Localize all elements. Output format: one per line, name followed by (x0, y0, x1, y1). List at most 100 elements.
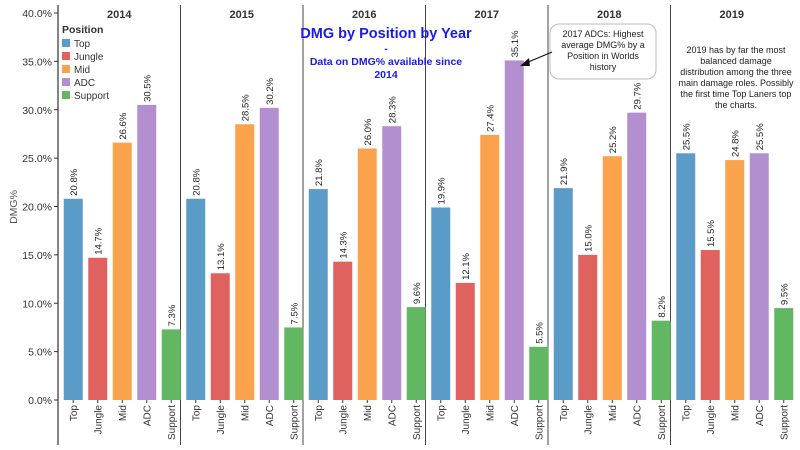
annotation-2017-line-1: 2017 ADCs: Highest (562, 29, 644, 39)
legend-label-jungle: Jungle (74, 52, 104, 63)
annotation-2017-line-4: history (590, 62, 617, 72)
x-category-label: Jungle (338, 405, 349, 435)
x-category-label: Top (191, 405, 202, 422)
x-category-label: Mid (485, 405, 496, 421)
bar-2016-support (406, 307, 426, 400)
y-tick-label: 20.0% (22, 202, 52, 214)
bar-2014-top (63, 198, 83, 400)
bar-2017-support (529, 346, 549, 400)
y-axis-label: DMG% (8, 190, 20, 224)
value-label: 26.6% (118, 112, 129, 139)
bar-2014-support (161, 329, 181, 400)
annotation-2019-line-6: the charts. (715, 100, 757, 110)
annotation-2019-line-2: balanced damage (700, 56, 772, 66)
bar-2016-adc (382, 126, 402, 400)
year-header-2014: 2014 (107, 9, 132, 21)
bar-2019-adc (749, 153, 769, 400)
x-category-label: Top (559, 405, 570, 422)
annotation-2017-line-3: Position in Worlds (567, 51, 639, 61)
legend-label-support: Support (74, 91, 109, 102)
chart-subtitle-line-1: Data on DMG% available since (310, 56, 462, 68)
bar-2017-mid (480, 134, 500, 400)
bar-2017-top (431, 207, 451, 400)
x-category-label: Jungle (583, 405, 594, 435)
bar-2015-jungle (210, 273, 230, 400)
y-tick-label: 35.0% (22, 56, 52, 68)
legend-label-mid: Mid (74, 65, 90, 76)
value-label: 9.6% (412, 282, 423, 304)
value-label: 27.4% (485, 104, 496, 131)
year-header-2018: 2018 (597, 9, 621, 21)
value-label: 28.3% (387, 96, 398, 123)
annotation-2019-line-5: the first time Top Laners top (681, 89, 792, 99)
x-category-label: Top (69, 405, 80, 422)
bar-2015-top (186, 198, 206, 400)
bars-layer (63, 60, 794, 400)
bar-2015-adc (259, 107, 279, 400)
bar-2015-mid (235, 124, 255, 400)
y-tick-label: 25.0% (22, 153, 52, 165)
bar-2016-top (308, 189, 328, 400)
x-category-label: Jungle (93, 405, 104, 435)
chart-subtitle-line-2: 2014 (374, 69, 398, 81)
bar-2017-adc (504, 60, 524, 400)
annotation-2019-line-3: distribution among the three (680, 67, 792, 77)
legend-swatch-jungle (62, 52, 70, 60)
x-category-label: Mid (363, 405, 374, 421)
value-label: 12.1% (461, 252, 472, 279)
x-category-label: Support (167, 405, 178, 440)
x-category-label: Mid (608, 405, 619, 421)
year-header-2017: 2017 (475, 9, 499, 21)
value-label: 35.1% (510, 30, 521, 57)
bar-2018-adc (627, 112, 647, 400)
bar-2015-support (284, 327, 304, 400)
value-label: 15.0% (583, 224, 594, 251)
value-label: 25.5% (755, 123, 766, 150)
value-label: 14.3% (338, 231, 349, 258)
value-label: 15.5% (706, 220, 717, 247)
bar-2019-top (676, 153, 696, 400)
year-header-2019: 2019 (720, 9, 744, 21)
bar-2019-mid (725, 160, 745, 400)
legend-swatch-adc (62, 78, 70, 86)
value-label: 26.0% (363, 118, 374, 145)
bar-2014-jungle (88, 257, 108, 400)
value-label: 7.5% (289, 302, 300, 324)
bar-2018-top (553, 188, 573, 400)
x-category-label: Support (412, 405, 423, 440)
annotation-arrow (520, 51, 553, 66)
year-header-2016: 2016 (352, 9, 376, 21)
bar-2018-mid (602, 156, 622, 400)
value-label: 19.9% (436, 177, 447, 204)
x-category-label: ADC (265, 405, 276, 426)
annotation-2019-text: 2019 has by far the most balanced damage… (678, 45, 794, 110)
legend-label-top: Top (74, 39, 91, 50)
chart-subtitle-dash: - (384, 43, 388, 55)
legend-title: Position (62, 24, 103, 36)
value-label: 5.5% (534, 322, 545, 344)
x-category-label: Jungle (706, 405, 717, 435)
annotation-2019-line-4: main damage roles. Possibly (678, 78, 794, 88)
value-label: 9.5% (779, 283, 790, 305)
y-tick-label: 10.0% (22, 298, 52, 310)
value-label: 25.5% (681, 123, 692, 150)
x-category-label: Support (779, 405, 790, 440)
value-label: 20.8% (69, 168, 80, 195)
labels-layer: 2014 20.8% Top 14.7% Jungle 26.6% Mid 30.5% ADC 7… (69, 9, 791, 440)
y-tick-label: 40.0% (22, 8, 52, 20)
annotation-2017-box: 2017 ADCs: Highest average DMG% by a Pos… (549, 23, 657, 80)
annotation-2019-line-1: 2019 has by far the most (686, 45, 786, 55)
value-label: 25.2% (608, 126, 619, 153)
x-category-label: Jungle (461, 405, 472, 435)
bar-2014-adc (137, 104, 157, 400)
bar-2014-mid (112, 142, 132, 400)
value-label: 28.5% (240, 94, 251, 121)
annotation-2017-line-2: average DMG% by a (561, 40, 645, 50)
bar-2017-jungle (455, 282, 475, 400)
value-label: 20.8% (191, 168, 202, 195)
x-category-label: ADC (387, 405, 398, 426)
legend-swatch-mid (62, 65, 70, 73)
legend-swatch-top (62, 39, 70, 47)
legend: Position Top Jungle Mid ADC Support (62, 24, 109, 102)
y-tick-label: 0.0% (28, 395, 52, 407)
